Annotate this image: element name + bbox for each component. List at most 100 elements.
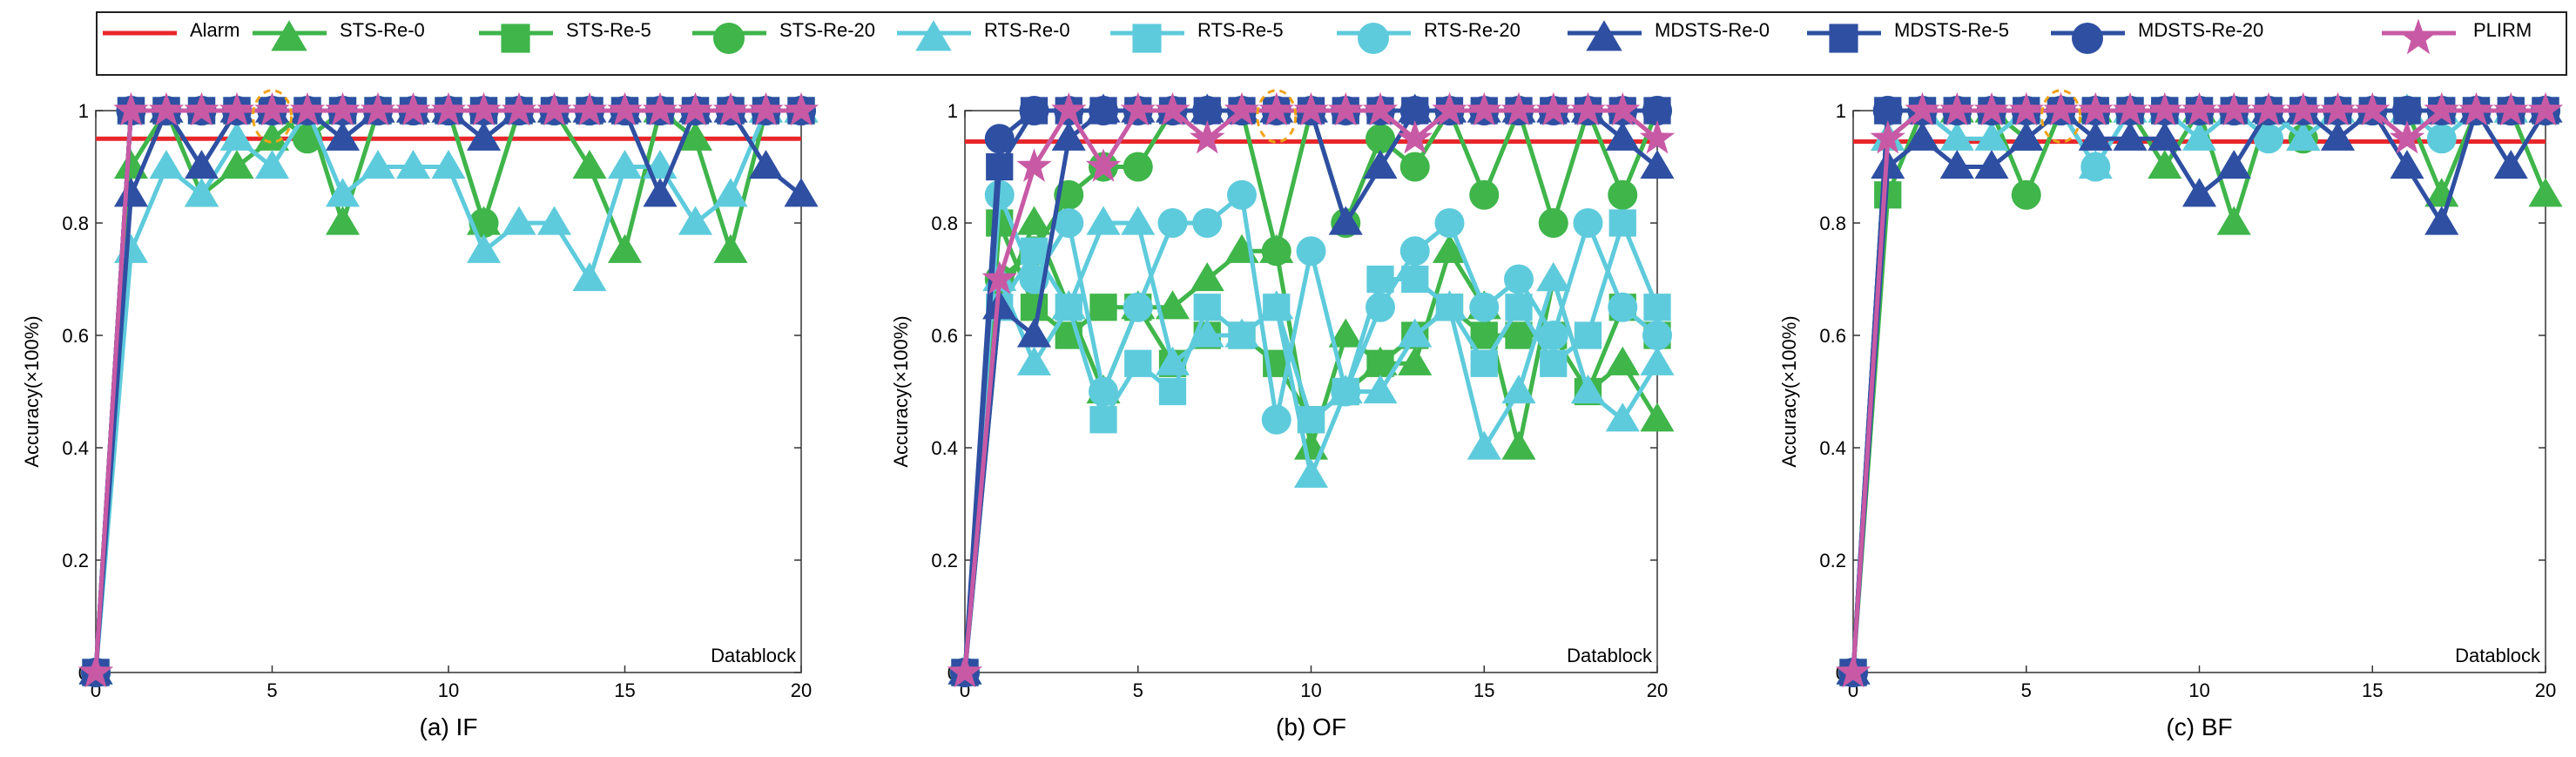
y-axis-label: Accuracy(×100%) [1778, 315, 1800, 467]
data-point [2008, 91, 2044, 126]
data-point [1399, 152, 1430, 182]
data-point [2285, 91, 2321, 126]
data-point [1085, 148, 1122, 182]
data-point [1504, 264, 1534, 294]
data-point [1538, 208, 1568, 238]
data-point [1258, 91, 1294, 126]
data-point [1643, 294, 1671, 321]
data-point [981, 260, 1017, 294]
data-point [2147, 91, 2182, 126]
legend-item: STS-Re-20 [692, 19, 875, 54]
data-point [2320, 121, 2356, 151]
data-point [642, 91, 678, 126]
data-point [536, 206, 572, 235]
data-point [2493, 149, 2528, 179]
data-point [1193, 294, 1221, 321]
data-point [2389, 120, 2425, 154]
data-point [1328, 91, 1364, 126]
data-point [466, 121, 502, 151]
data-point [1605, 121, 1640, 151]
data-point [2078, 121, 2113, 151]
data-point [1016, 318, 1052, 348]
data-point [1020, 294, 1049, 321]
data-point [1835, 653, 1871, 688]
data-point [607, 91, 643, 126]
data-point [1535, 91, 1571, 126]
data-point [113, 178, 149, 207]
x-tick-label: 10 [2188, 679, 2209, 701]
data-point [678, 206, 713, 235]
series-plirm [1835, 91, 2564, 688]
data-point [78, 653, 114, 688]
data-point [643, 178, 678, 207]
data-point [2182, 178, 2217, 207]
data-point [395, 91, 431, 126]
data-point [1366, 292, 1395, 322]
data-point [2080, 152, 2111, 182]
data-point [1120, 91, 1156, 126]
data-point [219, 121, 254, 151]
data-point [1261, 236, 1291, 267]
highlight-ellipse [2040, 89, 2081, 144]
data-point [2148, 149, 2182, 179]
data-point [1398, 346, 1433, 375]
data-point [1432, 233, 1467, 263]
x-tick-label: 10 [438, 679, 459, 701]
data-point [1939, 91, 1975, 126]
data-point [1640, 402, 1675, 432]
data-point [1123, 152, 1153, 182]
data-point [2043, 91, 2079, 126]
data-point [2078, 91, 2114, 126]
data-point [1224, 91, 1260, 126]
data-point [2355, 91, 2391, 126]
data-point [1608, 292, 1638, 322]
data-point [149, 149, 184, 179]
data-point [1051, 121, 1086, 151]
data-point [1263, 294, 1291, 321]
data-point [1190, 261, 1224, 292]
chart-panel-1: 00.20.40.60.8105101520DatablockAccuracy(… [21, 89, 819, 740]
data-point [1397, 120, 1433, 154]
data-point [1605, 91, 1641, 126]
data-point [148, 91, 185, 126]
data-point [2528, 178, 2563, 207]
x-tick-label: 20 [2535, 679, 2556, 701]
legend-marker [271, 20, 307, 51]
legend-item: MDSTS-Re-0 [1568, 19, 1770, 51]
data-point [1470, 321, 1498, 349]
data-point [1331, 376, 1361, 407]
data-point [2424, 91, 2459, 126]
data-point [325, 178, 361, 207]
data-point [1366, 124, 1395, 154]
data-point [748, 91, 784, 126]
panel-title: (c) BF [2166, 713, 2232, 740]
data-point [1089, 294, 1117, 321]
y-tick-label: 0.4 [931, 437, 958, 459]
x-tick-label: 15 [614, 679, 635, 701]
data-point [1155, 290, 1190, 320]
data-point [607, 233, 643, 263]
data-point [1939, 121, 1974, 151]
data-point [2112, 91, 2148, 126]
y-tick-label: 0.8 [1819, 213, 1846, 234]
data-point [1055, 294, 1082, 321]
legend-item: RTS-Re-20 [1337, 19, 1521, 54]
legend-marker [2399, 18, 2438, 55]
data-point [1540, 349, 1568, 377]
data-point [1435, 294, 1464, 321]
data-point [1366, 349, 1394, 377]
data-point [1157, 208, 1188, 238]
data-point [1434, 208, 1465, 238]
y-tick-label: 1 [78, 100, 89, 122]
x-tick-label: 15 [2362, 679, 2383, 701]
data-point [1192, 96, 1223, 125]
data-point [1363, 149, 1398, 179]
data-point [1570, 374, 1606, 404]
x-tick-label: 5 [2021, 679, 2032, 701]
data-point [1293, 458, 1329, 488]
data-point [2009, 121, 2044, 151]
data-point [1228, 321, 1256, 349]
data-point [1297, 406, 1325, 434]
panel-title: (a) IF [420, 713, 478, 740]
legend-item: RTS-Re-5 [1110, 19, 1284, 53]
